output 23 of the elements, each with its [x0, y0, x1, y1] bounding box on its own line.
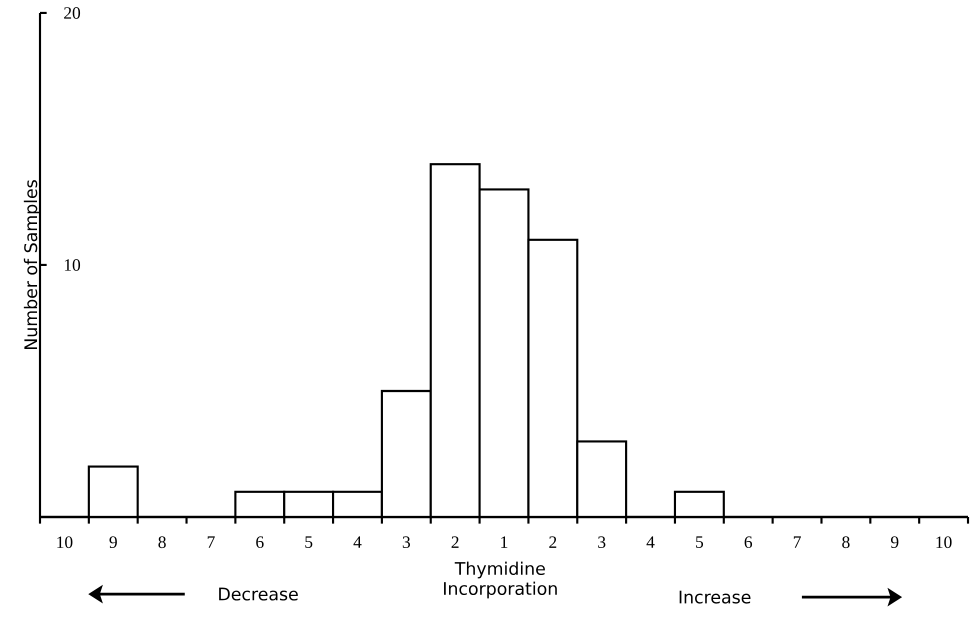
text: Decrease	[219, 588, 298, 601]
x-tick-label: 7	[208, 536, 215, 548]
x-tick-label: 4	[646, 536, 655, 548]
x-tick-label: 6	[744, 536, 752, 548]
x-tick-label: 7	[794, 536, 801, 548]
x-tick-label: 8	[158, 536, 166, 548]
y-tick-label: 20	[64, 7, 80, 19]
x-tick-label: 9	[110, 536, 117, 548]
x-tick-label: 1	[501, 536, 508, 548]
y-axis-title: Number of Samples	[24, 180, 41, 349]
x-tick-label: 10	[936, 536, 952, 548]
x-tick-label: 9	[890, 536, 898, 548]
x-tick-label: 6	[256, 536, 264, 548]
x-tick-label: 4	[353, 536, 362, 548]
x-tick-label: 2	[452, 536, 459, 548]
x-tick-label: 5	[696, 536, 704, 548]
x-axis-title: Thymidine Incorporation	[444, 562, 557, 598]
x-tick-label: 2	[549, 536, 556, 548]
x-tick-label: 8	[842, 536, 850, 548]
x-tick-label: 3	[598, 536, 606, 548]
x-tick-label: 5	[305, 536, 312, 548]
text: Increase	[680, 590, 750, 604]
x-tick-label: 3	[402, 536, 410, 548]
